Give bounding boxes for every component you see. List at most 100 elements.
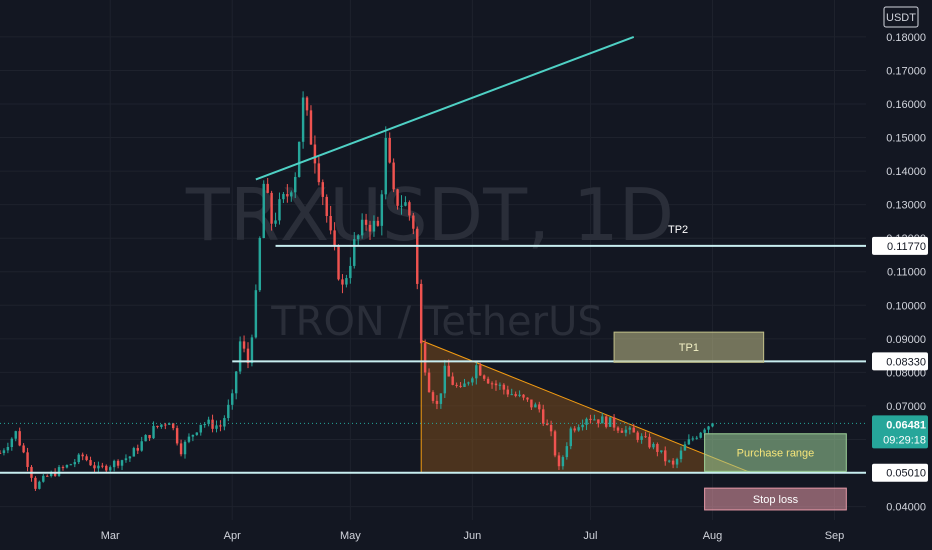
candle-body xyxy=(573,428,576,431)
candle-body xyxy=(132,448,136,457)
time-tick-label: Sep xyxy=(825,530,845,542)
candle-body xyxy=(419,283,423,344)
level-price-tag xyxy=(872,352,928,371)
stop-loss-label: Stop loss xyxy=(753,494,799,506)
price-tick-label: 0.13000 xyxy=(886,200,926,212)
watermark-symbol: TRXUSDT, 1D xyxy=(185,173,674,257)
candle-body xyxy=(77,454,80,463)
currency-badge[interactable]: USDT xyxy=(883,6,919,28)
candle-body xyxy=(408,202,411,216)
candle-body xyxy=(479,365,482,376)
candle-body xyxy=(278,199,281,221)
candle-body xyxy=(388,137,391,163)
candle-body xyxy=(368,224,372,232)
candle-body xyxy=(667,460,671,462)
candle-body xyxy=(549,425,553,432)
candle-body xyxy=(301,97,305,142)
candle-body xyxy=(691,438,695,440)
candle-body xyxy=(195,432,199,435)
candle-body xyxy=(203,424,206,426)
candle-body xyxy=(136,448,139,451)
candle-body xyxy=(199,424,202,433)
candle-body xyxy=(644,436,647,438)
candle-body xyxy=(565,446,569,458)
candle-body xyxy=(447,365,450,377)
candle-body xyxy=(297,141,301,177)
candle-body xyxy=(553,431,557,456)
candle-body xyxy=(211,419,214,429)
purchase-range-label: Purchase range xyxy=(737,448,815,460)
candle-body xyxy=(534,404,537,408)
candle-body xyxy=(89,460,92,466)
candle-body xyxy=(46,475,49,477)
candles xyxy=(0,91,714,491)
candle-body xyxy=(628,427,632,430)
price-axis[interactable]: 0.18000 0.17000 0.16000 0.15000 0.14000 0.130… xyxy=(866,0,932,550)
price-tick-label: 0.18000 xyxy=(886,32,926,44)
candle-body xyxy=(636,432,639,440)
candle-body xyxy=(423,343,427,373)
candle-body xyxy=(112,460,116,468)
candle-body xyxy=(258,238,262,291)
candle-body xyxy=(601,416,604,424)
candle-body xyxy=(65,464,69,468)
candle-body xyxy=(42,475,45,482)
candle-body xyxy=(345,278,348,285)
candle-body xyxy=(85,456,88,461)
candle-body xyxy=(294,176,297,193)
candle-body xyxy=(282,194,285,200)
candle-body xyxy=(471,378,474,383)
level-price-tag-label: 0.11770 xyxy=(887,241,926,253)
candle-body xyxy=(404,202,407,206)
candle-body xyxy=(242,341,246,349)
candle-body xyxy=(26,452,29,467)
candle-body xyxy=(506,389,510,395)
candle-body xyxy=(38,481,41,489)
candle-body xyxy=(309,110,313,145)
price-tick-label: 0.11000 xyxy=(887,267,926,279)
candle-body xyxy=(333,230,336,247)
annotation-layer-front: TP2 TP1 Purchase range Stop loss xyxy=(0,35,866,511)
candle-body xyxy=(290,192,293,197)
candle-body xyxy=(683,444,687,451)
time-tick-label: Apr xyxy=(224,530,241,542)
time-axis[interactable]: Mar Apr May Jun Jul Aug Sep xyxy=(0,520,932,550)
candle-body xyxy=(538,404,541,410)
candle-body xyxy=(61,467,65,469)
candle-body xyxy=(435,400,439,404)
current-price-tag xyxy=(872,415,928,449)
candle-body xyxy=(215,425,218,429)
candle-body xyxy=(392,162,395,190)
candle-body xyxy=(168,423,171,425)
candle-body xyxy=(69,464,73,466)
candle-body xyxy=(545,423,549,426)
price-tick-label: 0.08000 xyxy=(886,367,926,379)
candle-body xyxy=(105,465,108,471)
candle-body xyxy=(597,419,600,424)
candle-body xyxy=(648,436,651,448)
candle-body xyxy=(687,439,691,445)
candle-body xyxy=(620,430,624,433)
level-price-tag xyxy=(872,463,928,482)
candle-body xyxy=(510,394,513,396)
candle-body xyxy=(671,460,675,465)
candle-body xyxy=(412,215,415,229)
trend-line xyxy=(255,35,635,181)
candle-body xyxy=(101,465,104,467)
candle-body xyxy=(321,182,325,197)
countdown-label: 09:29:18 xyxy=(883,434,926,446)
candle-body xyxy=(313,144,317,164)
candle-body xyxy=(262,183,265,239)
candle-body xyxy=(652,443,655,448)
candle-body xyxy=(81,454,84,457)
candle-body xyxy=(498,384,502,386)
candle-body xyxy=(274,220,277,224)
candle-body xyxy=(396,189,399,206)
price-tick-label: 0.14000 xyxy=(886,166,926,178)
tp1-label: TP1 xyxy=(679,342,699,354)
candle-body xyxy=(376,220,380,226)
candle-body xyxy=(234,371,238,394)
candle-body xyxy=(349,265,352,279)
candle-body xyxy=(250,337,254,364)
